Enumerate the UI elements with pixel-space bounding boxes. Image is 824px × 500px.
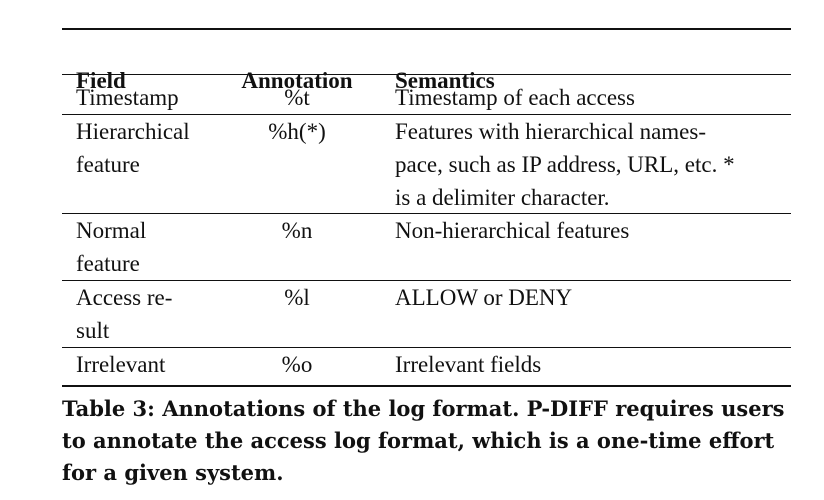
row-rule: [62, 347, 791, 348]
table-caption: Table 3: Annotations of the log format. …: [62, 396, 785, 485]
row-rule: [62, 280, 791, 281]
row-annotation: %t: [284, 85, 310, 110]
header-semantics: Semantics: [395, 68, 495, 93]
row-semantics: Non-hierarchical features: [395, 218, 630, 243]
header-annotation: Annotation: [241, 68, 353, 93]
row-semantics: Features with hierarchical names- pace, …: [395, 119, 735, 210]
row-annotation: %h(*): [268, 119, 326, 144]
row-annotation: %l: [284, 285, 310, 310]
row-semantics: Timestamp of each access: [395, 85, 635, 110]
row-field: Hierarchical feature: [76, 119, 190, 177]
row-field: Normal feature: [76, 218, 147, 276]
header-field: Field: [76, 68, 126, 93]
table-top-rule: [62, 28, 791, 30]
row-rule: [62, 213, 791, 214]
row-field: Access re- sult: [76, 285, 173, 343]
row-annotation: %n: [281, 218, 313, 243]
header-rule: [62, 74, 791, 75]
row-semantics: Irrelevant fields: [395, 352, 542, 377]
row-annotation: %o: [281, 352, 313, 377]
table-bottom-rule: [62, 385, 791, 387]
row-field: Irrelevant: [76, 352, 166, 377]
row-semantics: ALLOW or DENY: [395, 285, 573, 310]
row-field: Timestamp: [76, 85, 179, 110]
row-rule: [62, 114, 791, 115]
